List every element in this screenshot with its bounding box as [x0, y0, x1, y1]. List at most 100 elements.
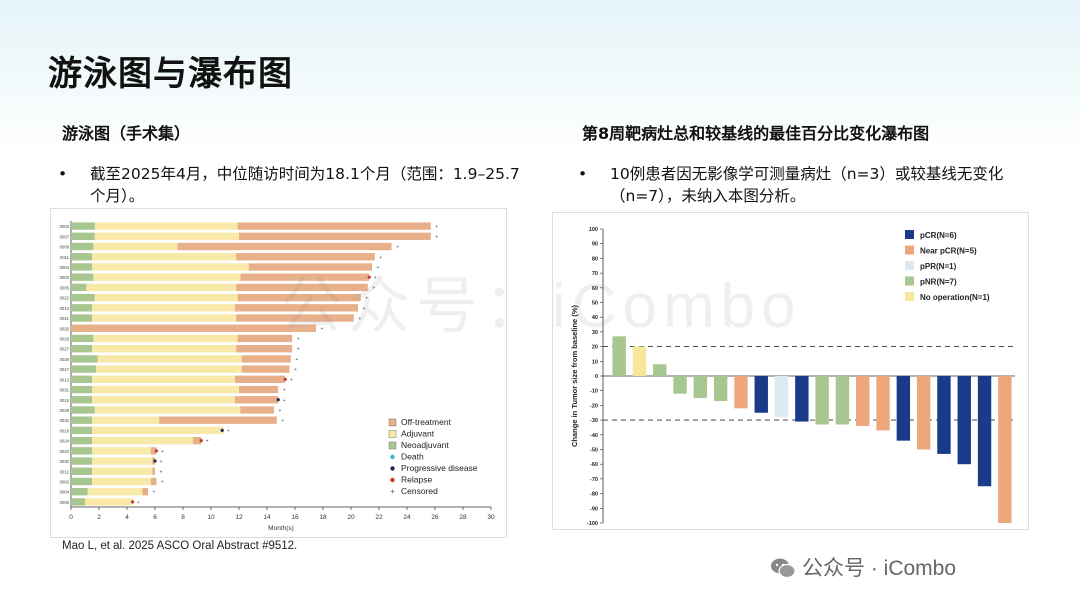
neoadjuvant-bar: [71, 242, 94, 251]
adjuvant-bar: [94, 222, 238, 230]
legend-swatch: [905, 230, 914, 239]
neoadjuvant-bar: [71, 447, 92, 455]
waterfall-heading: 第8周靶病灶总和较基线的最佳百分比变化瀑布图: [582, 124, 930, 143]
waterfall-bar: [835, 376, 850, 425]
legend-swatch: [388, 418, 397, 427]
adjuvant-bar: [97, 355, 242, 363]
neoadjuvant-bar: [71, 355, 98, 363]
adjuvant-bar: [94, 406, 241, 414]
legend-marker: [390, 466, 395, 471]
neoadjuvant-bar: [71, 253, 92, 261]
neoadjuvant-bar: [71, 457, 92, 465]
citation: Mao L, et al. 2025 ASCO Oral Abstract #9…: [62, 540, 298, 552]
censored-marker: +: [281, 418, 284, 424]
neoadjuvant-bar: [71, 304, 92, 312]
neoadjuvant-bar: [71, 396, 92, 404]
patient-id-label: 0012: [60, 469, 70, 474]
neoadjuvant-bar: [71, 467, 92, 475]
censored-marker: +: [374, 275, 377, 281]
legend-swatch: [388, 441, 397, 450]
wechat-icon: [771, 558, 796, 579]
adjuvant-bar: [92, 447, 151, 455]
off-treatment-bar: [159, 416, 277, 424]
patient-id-label: 0032: [60, 418, 70, 423]
relapse-marker: [154, 449, 158, 453]
censored-marker: +: [365, 296, 368, 302]
swimmer-heading: 游泳图（手术集）: [62, 124, 191, 143]
waterfall-bar: [977, 376, 992, 487]
waterfall-bar: [795, 376, 809, 422]
x-tick-label: 28: [459, 514, 467, 521]
censored-marker: +: [295, 357, 298, 363]
patient-id-label: 0008: [60, 500, 70, 505]
y-tick-label: -60: [590, 462, 598, 468]
waterfall-bar: [937, 376, 951, 454]
censored-marker: +: [372, 285, 375, 291]
adjuvant-bar: [92, 416, 160, 424]
relapse-marker: [367, 275, 371, 279]
patient-id-label: 0027: [60, 347, 70, 352]
y-tick-label: 40: [592, 315, 598, 321]
patient-id-label: 0018: [60, 428, 70, 433]
legend-label: pPR(N=1): [920, 262, 957, 271]
neoadjuvant-bar: [71, 345, 92, 353]
patient-id-label: 0031: [60, 388, 70, 393]
censored-marker: +: [283, 398, 286, 404]
neoadjuvant-bar: [71, 416, 92, 424]
adjuvant-bar: [92, 467, 153, 475]
censored-marker: +: [379, 255, 382, 261]
y-tick-label: 10: [592, 359, 598, 365]
waterfall-bar: [754, 376, 768, 413]
patient-id-label: 0004: [60, 490, 70, 495]
legend-label: Death: [401, 452, 424, 462]
bullet-dot: •: [578, 165, 588, 183]
patient-id-label: 0030: [60, 459, 70, 464]
x-tick-label: 22: [375, 514, 383, 521]
x-tick-label: 16: [291, 514, 299, 521]
y-tick-label: 90: [592, 242, 598, 248]
y-tick-label: 60: [592, 286, 598, 292]
patient-id-label: 0015: [60, 398, 70, 403]
waterfall-bar: [916, 376, 931, 450]
adjuvant-bar: [92, 314, 237, 322]
neoadjuvant-bar: [71, 334, 94, 343]
censored-marker: +: [283, 388, 286, 394]
off-treatment-bar: [177, 242, 392, 251]
off-treatment-bar: [240, 273, 370, 281]
censored-marker: +: [435, 234, 438, 240]
waterfall-bar: [957, 376, 971, 465]
y-tick-label: 100: [589, 227, 598, 233]
censored-marker: +: [160, 459, 163, 465]
legend-label: Censored: [401, 486, 438, 496]
censored-marker: +: [297, 347, 300, 353]
patient-id-label: 0002: [60, 479, 70, 484]
neoadjuvant-bar: [71, 488, 88, 496]
censored-marker: +: [396, 245, 399, 251]
off-treatment-bar: [241, 365, 290, 373]
censored-marker: +: [153, 490, 156, 496]
censored-marker: +: [297, 336, 300, 342]
waterfall-bar: [653, 364, 667, 376]
off-treatment-bar: [241, 355, 291, 363]
off-treatment-bar: [236, 314, 354, 322]
censored-marker: +: [137, 500, 140, 506]
legend-swatch: [905, 276, 914, 286]
off-treatment-bar: [236, 345, 293, 353]
adjuvant-bar: [86, 283, 237, 292]
waterfall-note-text: 10例患者因无影像学可测量病灶（n=3）或较基线无变化（n=7），未纳入本图分析…: [610, 165, 1004, 205]
legend-label: Adjuvant: [401, 429, 435, 439]
neoadjuvant-bar: [71, 436, 92, 445]
censored-marker: +: [358, 316, 361, 322]
adjuvant-bar: [92, 253, 237, 261]
x-tick-label: 26: [431, 514, 439, 521]
patient-id-label: 0006: [60, 245, 70, 250]
censored-marker: +: [161, 479, 164, 485]
watermark: 公众号 · iCombo: [770, 552, 956, 582]
censored-marker: +: [363, 306, 366, 312]
neoadjuvant-bar: [71, 283, 87, 292]
adjuvant-bar: [92, 385, 239, 394]
off-treatment-bar: [237, 222, 431, 230]
adjuvant-bar: [93, 334, 238, 343]
off-treatment-bar: [236, 253, 375, 261]
